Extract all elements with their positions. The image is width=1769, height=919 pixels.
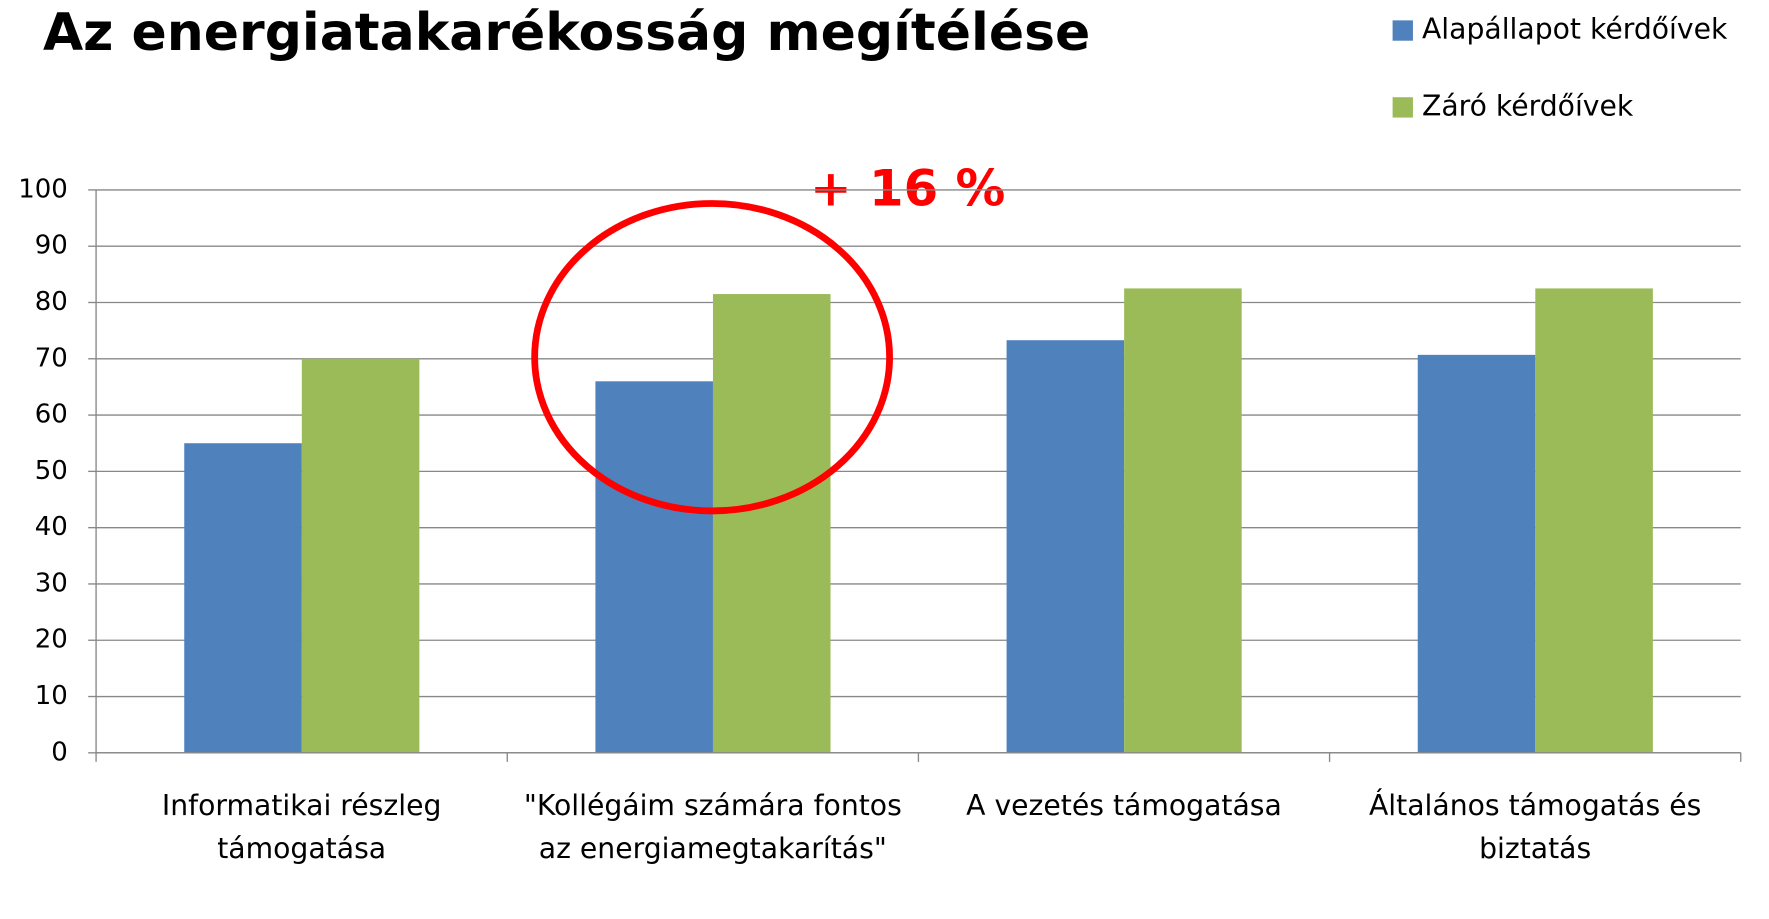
x-tick-label-box: "Kollégáim számára fontos az energiamegt… (523, 788, 902, 865)
bar (1535, 288, 1653, 753)
y-tick-label: 30 (35, 568, 68, 598)
x-tick-label-box: A vezetés támogatása (966, 788, 1282, 822)
bar (595, 381, 713, 753)
bar (184, 443, 302, 753)
bar (712, 294, 831, 753)
x-tick-label-box: Informatikai részleg támogatása (161, 788, 442, 865)
y-tick-label: 40 (35, 512, 68, 542)
legend-label: Záró kérdőívek (1422, 89, 1634, 122)
y-tick-label: 90 (35, 231, 68, 261)
x-tick-label: A vezetés támogatása (966, 788, 1282, 822)
legend-swatch (1392, 97, 1413, 118)
y-tick-label: 70 (35, 343, 68, 373)
bar (1006, 340, 1125, 753)
bar (1124, 288, 1242, 753)
x-tick-label-box: Általános támogatás és biztatás (1368, 788, 1702, 865)
annotation: + 16 % (810, 160, 1005, 218)
y-tick-label: 60 (35, 400, 68, 430)
y-tick-label: 0 (51, 737, 68, 767)
bar (301, 358, 420, 753)
y-tick-label: 50 (35, 456, 68, 486)
y-tick-label: 80 (35, 287, 68, 317)
x-tick-label: Informatikai részleg támogatása (161, 788, 442, 865)
chart-title: Az energiatakarékosság megítélése (43, 3, 1090, 63)
x-tick-label: "Kollégáim számára fontos az energiamegt… (523, 788, 902, 865)
x-tick-label: Általános támogatás és biztatás (1368, 788, 1702, 865)
highlight-circle (531, 200, 893, 515)
bar (1417, 354, 1536, 753)
y-tick-label: 10 (35, 681, 68, 711)
legend-swatch (1392, 20, 1413, 41)
legend-label: Alapállapot kérdőívek (1422, 13, 1728, 46)
y-tick-label: 100 (18, 174, 68, 204)
y-tick-label: 20 (35, 625, 68, 655)
